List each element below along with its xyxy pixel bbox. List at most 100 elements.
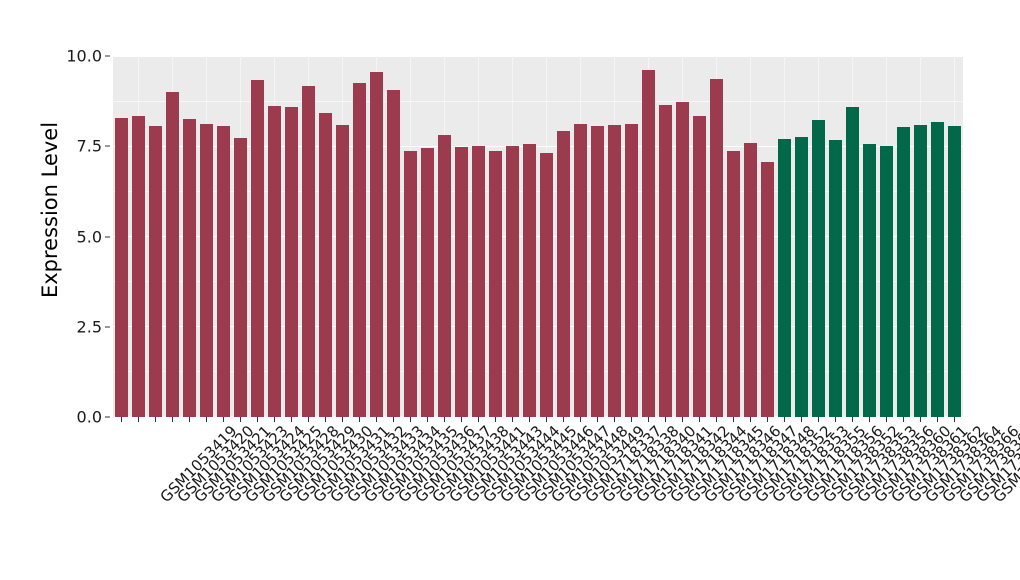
bar	[761, 161, 774, 417]
x-axis-tick	[716, 417, 717, 422]
bar	[234, 138, 247, 417]
y-axis-tick-labels: 0.0 2.5 5.0 7.5 10.0	[66, 0, 112, 440]
y-axis-tick	[105, 236, 110, 237]
x-axis-tick	[223, 417, 224, 422]
bar	[370, 72, 383, 417]
y-axis-tick	[105, 55, 110, 57]
bar	[506, 146, 519, 417]
x-axis-tick	[886, 417, 887, 422]
gridline-minor	[113, 190, 963, 192]
x-axis-tick	[750, 417, 751, 422]
bar	[727, 150, 740, 417]
gridline-major	[113, 326, 963, 328]
bar	[217, 126, 230, 417]
x-axis-tick	[291, 417, 292, 422]
x-axis-tick	[359, 417, 360, 422]
x-axis-tick	[580, 417, 581, 422]
y-axis-tick-label: 0.0	[76, 407, 102, 427]
x-axis-tick	[869, 417, 870, 422]
bar	[166, 92, 179, 417]
bar	[693, 115, 706, 417]
x-axis-tick	[835, 417, 836, 422]
x-axis-tick	[427, 417, 428, 422]
bar	[523, 144, 536, 417]
x-axis-tick	[461, 417, 462, 422]
x-axis-tick	[784, 417, 785, 422]
bar	[659, 104, 672, 417]
x-axis-tick	[138, 417, 139, 422]
bar	[455, 147, 468, 417]
x-axis-ticks	[113, 417, 963, 425]
gridline-minor	[113, 100, 963, 102]
x-axis-tick	[410, 417, 411, 422]
x-axis-tick	[376, 417, 377, 422]
x-axis-tick	[546, 417, 547, 422]
bar	[268, 105, 281, 417]
bar	[438, 134, 451, 417]
bar	[557, 131, 570, 417]
x-axis-tick	[172, 417, 173, 422]
x-axis-tick	[563, 417, 564, 422]
bar	[319, 112, 332, 417]
y-axis-title-text: Expression Level	[38, 121, 63, 299]
bar	[591, 125, 604, 417]
x-axis-tick	[308, 417, 309, 422]
gridline-major	[113, 235, 963, 238]
bar	[387, 89, 400, 417]
x-axis-tick	[189, 417, 190, 422]
bar	[778, 139, 791, 417]
x-axis-tick	[257, 417, 258, 422]
y-axis-tick-label: 7.5	[76, 136, 102, 156]
x-axis-tick	[325, 417, 326, 422]
bar	[574, 123, 587, 417]
x-axis-tick	[240, 417, 241, 422]
bar	[200, 123, 213, 417]
bar	[404, 150, 417, 417]
x-axis-tick	[393, 417, 394, 422]
bar	[115, 118, 128, 417]
bar	[829, 139, 842, 417]
y-axis-tick-label: 2.5	[76, 317, 102, 337]
x-axis-tick	[852, 417, 853, 422]
bar	[353, 83, 366, 417]
y-axis-tick	[105, 145, 110, 147]
bar	[880, 145, 893, 417]
bar	[795, 137, 808, 417]
x-axis-tick	[274, 417, 275, 422]
bar	[948, 126, 961, 417]
x-axis-tick	[818, 417, 819, 422]
x-axis-tick	[937, 417, 938, 422]
x-axis-tick	[597, 417, 598, 422]
bar	[744, 143, 757, 417]
bar	[540, 153, 553, 417]
y-axis-tick	[105, 416, 110, 418]
bar	[472, 145, 485, 417]
gridline-major	[113, 416, 963, 417]
bar	[642, 70, 655, 417]
y-axis-tick-label: 5.0	[76, 227, 102, 246]
gridline-minor	[113, 371, 963, 373]
bar	[710, 78, 723, 417]
bar	[812, 120, 825, 417]
bar	[251, 80, 264, 417]
x-axis-tick	[767, 417, 768, 422]
x-axis-tick	[954, 417, 955, 422]
x-axis-tick	[682, 417, 683, 422]
x-axis-tick	[529, 417, 530, 422]
bar	[336, 124, 349, 417]
x-axis-tick	[121, 417, 122, 422]
y-axis-tick-label: 10.0	[66, 46, 102, 66]
x-axis-tick	[495, 417, 496, 422]
bar	[302, 85, 315, 417]
gridline-minor	[113, 281, 963, 283]
bar	[931, 121, 944, 417]
x-axis-tick	[801, 417, 802, 422]
bar	[914, 124, 927, 417]
gridline-major	[113, 145, 963, 147]
plot-panel	[113, 56, 963, 417]
x-axis-tick	[699, 417, 700, 422]
bar	[897, 127, 910, 417]
x-axis-tick	[665, 417, 666, 422]
x-axis-tick	[920, 417, 921, 422]
